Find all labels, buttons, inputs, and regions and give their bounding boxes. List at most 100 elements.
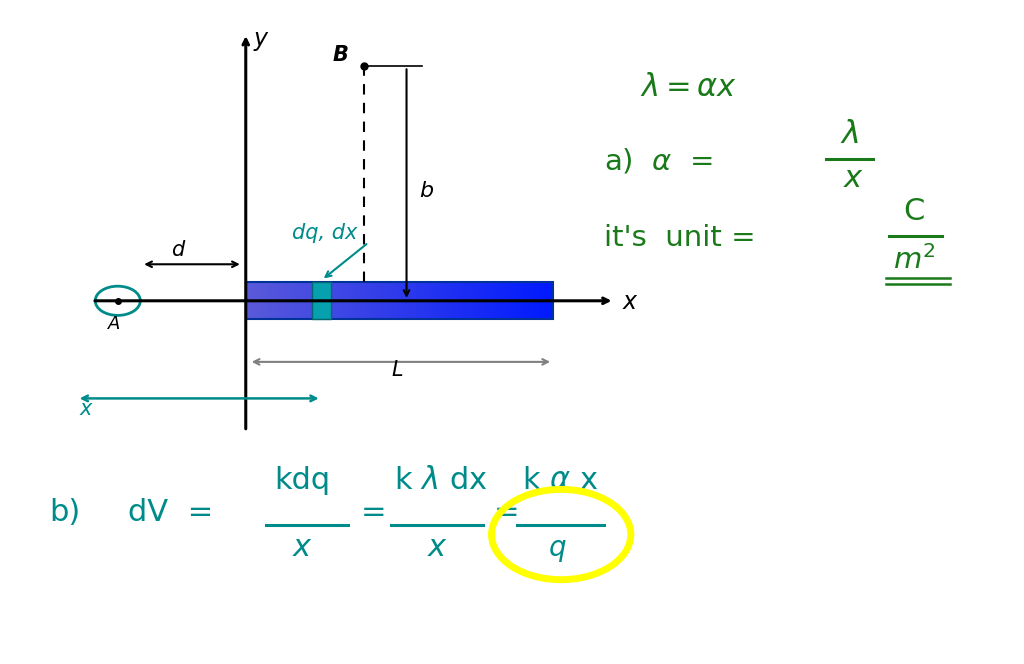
Bar [379,282,381,319]
Bar [489,282,492,319]
Bar [527,282,529,319]
Bar [348,282,350,319]
Bar [299,282,302,319]
Bar [333,282,335,319]
Bar [364,282,367,319]
Bar [346,282,348,319]
Bar [384,282,387,319]
Bar [407,282,410,319]
Bar [369,282,371,319]
Bar [350,282,353,319]
Text: $\lambda$: $\lambda$ [840,119,859,150]
Text: dV  =: dV = [128,498,213,527]
Bar [399,282,401,319]
Bar [401,282,404,319]
Bar [276,282,279,319]
Bar [438,282,440,319]
Bar [315,282,317,319]
Bar [295,282,297,319]
Bar [273,282,276,319]
Bar [430,282,432,319]
Text: k $\lambda$ dx: k $\lambda$ dx [394,466,487,495]
Bar [435,282,438,319]
Bar [517,282,519,319]
Text: C: C [903,197,925,226]
Bar [535,282,538,319]
Text: b: b [419,181,433,201]
Bar [461,282,463,319]
Bar [532,282,535,319]
Bar [509,282,512,319]
Bar [248,282,251,319]
Bar [287,282,289,319]
Bar [254,282,256,319]
Bar [279,282,282,319]
Text: y: y [254,27,268,52]
Bar [319,282,323,319]
Bar [420,282,422,319]
Bar [428,282,430,319]
Bar [312,282,331,319]
Bar [456,282,458,319]
Bar [309,282,312,319]
Bar [292,282,295,319]
Bar [284,282,287,319]
Bar [492,282,494,319]
Text: b): b) [49,498,81,527]
Bar [328,282,330,319]
Bar [246,282,248,319]
Bar [432,282,435,319]
Bar [386,282,389,319]
Bar [469,282,471,319]
Bar [297,282,299,319]
Bar [356,282,358,319]
Bar [410,282,412,319]
Bar [499,282,502,319]
Bar [512,282,514,319]
Bar [551,282,553,319]
Bar [343,282,345,319]
Bar [266,282,268,319]
Bar [367,282,369,319]
Bar [466,282,468,319]
Text: x: x [428,533,446,562]
Bar [476,282,478,319]
Bar [336,282,338,319]
Bar [389,282,391,319]
Bar [497,282,500,319]
Text: d: d [171,240,184,260]
Text: $x$: $x$ [843,164,864,193]
Bar [524,282,527,319]
Bar [305,282,307,319]
Bar [483,282,486,319]
Bar [360,282,364,319]
Bar [323,282,326,319]
Bar [312,282,315,319]
Bar [371,282,374,319]
Bar [545,282,548,319]
Bar [358,282,360,319]
Bar [422,282,425,319]
Bar [307,282,309,319]
Bar [340,282,343,319]
Bar [440,282,442,319]
Bar [251,282,254,319]
Bar [481,282,483,319]
Text: x: x [80,399,92,419]
Bar [289,282,292,319]
Bar [391,282,394,319]
Bar [471,282,473,319]
Bar [541,282,543,319]
Bar [271,282,274,319]
Bar [418,282,420,319]
Bar [494,282,497,319]
Bar [486,282,489,319]
Bar [268,282,271,319]
Text: =: = [360,498,386,527]
Text: L: L [391,361,402,380]
Bar [445,282,449,319]
Bar [514,282,517,319]
Bar [463,282,466,319]
Bar [412,282,415,319]
Bar [453,282,456,319]
